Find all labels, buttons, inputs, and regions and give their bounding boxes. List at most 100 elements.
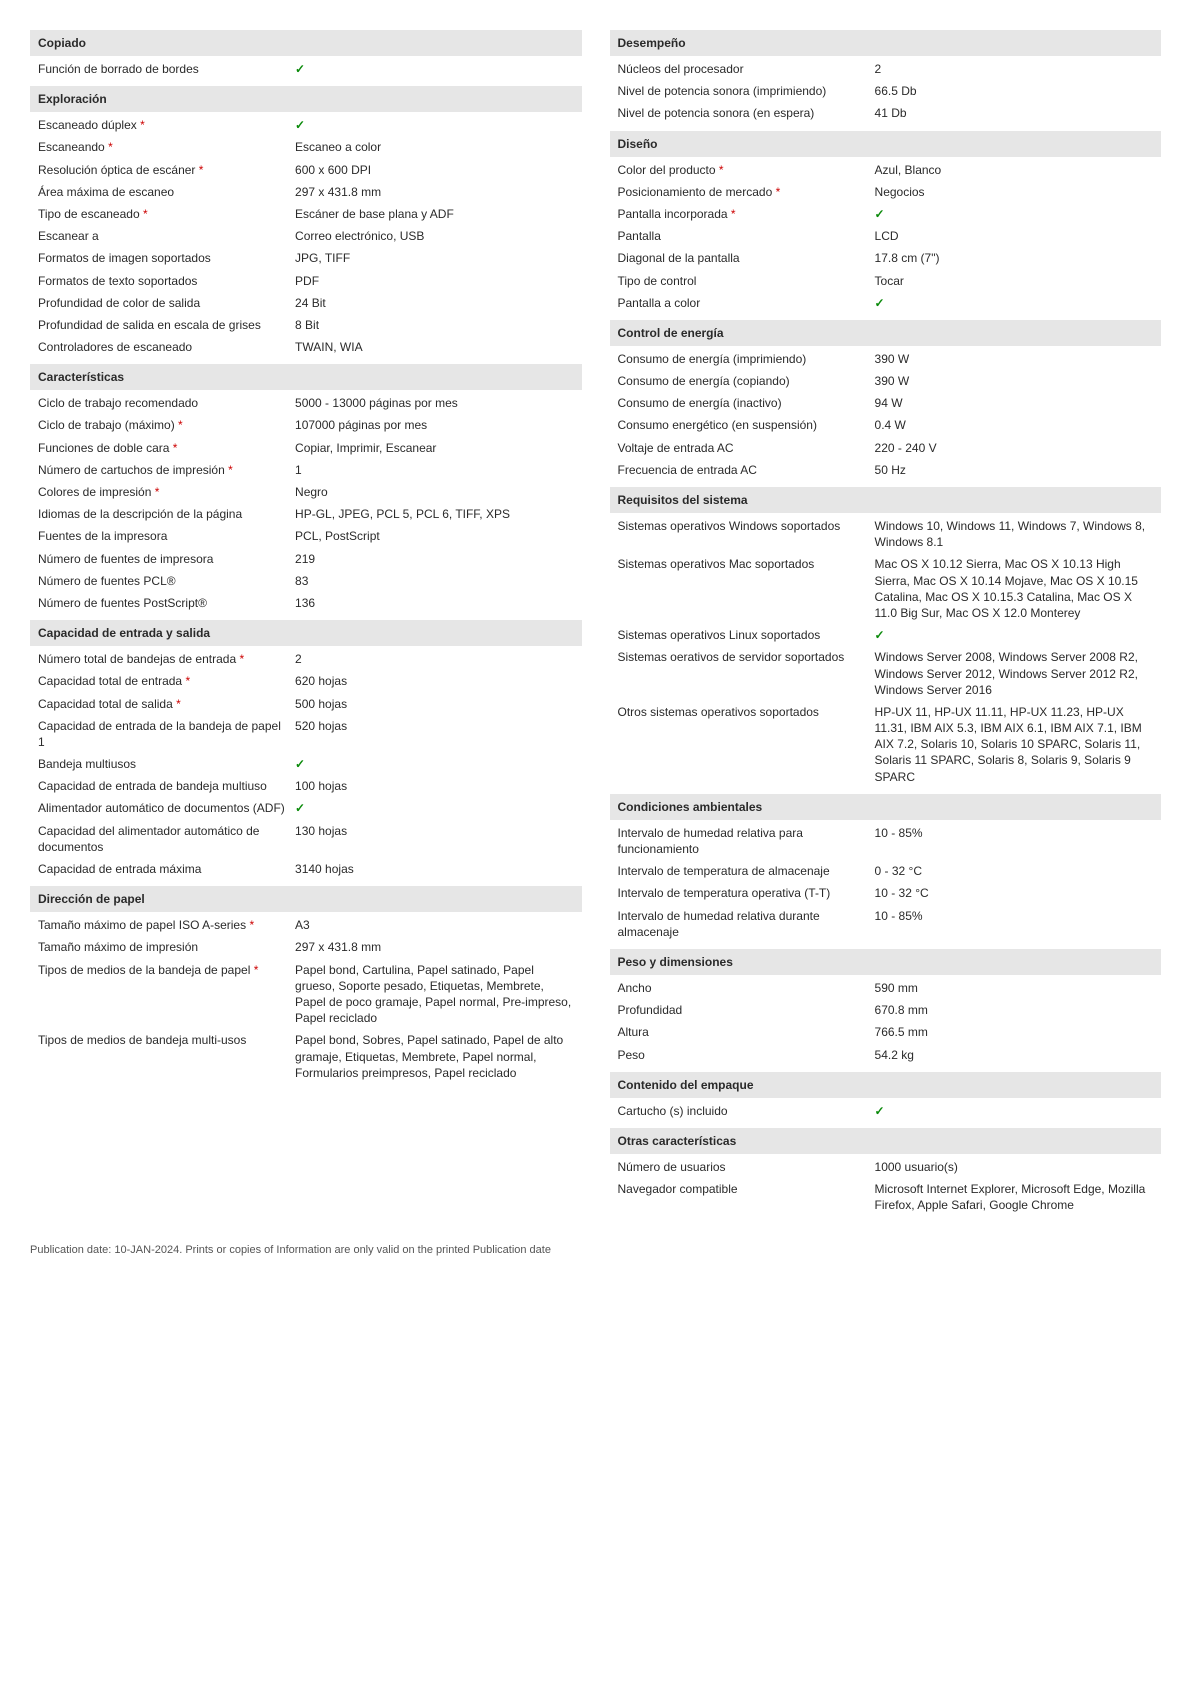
spec-label: Escaneado dúplex * xyxy=(38,117,295,133)
spec-row: Capacidad de entrada de bandeja multiuso… xyxy=(30,775,582,797)
spec-label: Otros sistemas operativos soportados xyxy=(618,704,875,785)
spec-label: Profundidad de color de salida xyxy=(38,295,295,311)
spec-label: Color del producto * xyxy=(618,162,875,178)
spec-value: 670.8 mm xyxy=(875,1002,1153,1018)
spec-row: Ancho590 mm xyxy=(610,977,1162,999)
spec-label: Capacidad de entrada de bandeja multiuso xyxy=(38,778,295,794)
spec-label: Ciclo de trabajo recomendado xyxy=(38,395,295,411)
right-column: DesempeñoNúcleos del procesador2Nivel de… xyxy=(610,24,1162,1216)
asterisk-icon: * xyxy=(250,963,258,977)
asterisk-icon: * xyxy=(772,185,780,199)
spec-label: Pantalla incorporada * xyxy=(618,206,875,222)
spec-value: Tocar xyxy=(875,273,1153,289)
spec-label: Formatos de imagen soportados xyxy=(38,250,295,266)
spec-label: Frecuencia de entrada AC xyxy=(618,462,875,478)
spec-value: 10 - 32 °C xyxy=(875,885,1153,901)
spec-label: Número de cartuchos de impresión * xyxy=(38,462,295,478)
asterisk-icon: * xyxy=(169,441,177,455)
spec-value: 136 xyxy=(295,595,573,611)
spec-value: 390 W xyxy=(875,351,1153,367)
spec-value: 297 x 431.8 mm xyxy=(295,939,573,955)
spec-value: ✓ xyxy=(875,295,1153,311)
spec-value: Mac OS X 10.12 Sierra, Mac OS X 10.13 Hi… xyxy=(875,556,1153,621)
spec-row: Capacidad de entrada máxima3140 hojas xyxy=(30,858,582,880)
spec-row: Sistemas operativos Mac soportadosMac OS… xyxy=(610,553,1162,624)
spec-value: A3 xyxy=(295,917,573,933)
spec-value: Papel bond, Cartulina, Papel satinado, P… xyxy=(295,962,573,1027)
spec-row: Función de borrado de bordes✓ xyxy=(30,58,582,80)
spec-label: Tipos de medios de la bandeja de papel * xyxy=(38,962,295,1027)
spec-row: Escaneado dúplex *✓ xyxy=(30,114,582,136)
spec-row: Profundidad670.8 mm xyxy=(610,999,1162,1021)
asterisk-icon: * xyxy=(173,697,181,711)
spec-label: Voltaje de entrada AC xyxy=(618,440,875,456)
section-header: Diseño xyxy=(610,131,1162,157)
spec-row: Escaneando *Escaneo a color xyxy=(30,136,582,158)
spec-value: 590 mm xyxy=(875,980,1153,996)
spec-label: Colores de impresión * xyxy=(38,484,295,500)
section-header: Peso y dimensiones xyxy=(610,949,1162,975)
spec-row: Capacidad total de salida *500 hojas xyxy=(30,693,582,715)
spec-label: Nivel de potencia sonora (en espera) xyxy=(618,105,875,121)
spec-label: Número total de bandejas de entrada * xyxy=(38,651,295,667)
spec-row: Posicionamiento de mercado *Negocios xyxy=(610,181,1162,203)
spec-value: 600 x 600 DPI xyxy=(295,162,573,178)
spec-label: Consumo de energía (copiando) xyxy=(618,373,875,389)
spec-row: Cartucho (s) incluido✓ xyxy=(610,1100,1162,1122)
spec-row: Número de fuentes de impresora219 xyxy=(30,548,582,570)
spec-value: 219 xyxy=(295,551,573,567)
spec-row: Capacidad total de entrada *620 hojas xyxy=(30,670,582,692)
check-icon: ✓ xyxy=(295,62,305,76)
spec-value: TWAIN, WIA xyxy=(295,339,573,355)
spec-value: Windows Server 2008, Windows Server 2008… xyxy=(875,649,1153,698)
spec-row: Fuentes de la impresoraPCL, PostScript xyxy=(30,525,582,547)
spec-value: LCD xyxy=(875,228,1153,244)
section-header: Dirección de papel xyxy=(30,886,582,912)
footer-text: Publication date: 10-JAN-2024. Prints or… xyxy=(30,1244,1161,1256)
spec-row: Tipo de escaneado *Escáner de base plana… xyxy=(30,203,582,225)
spec-label: Intervalo de temperatura operativa (T-T) xyxy=(618,885,875,901)
spec-label: Sistemas operativos Linux soportados xyxy=(618,627,875,643)
asterisk-icon: * xyxy=(236,652,244,666)
spec-label: Tamaño máximo de impresión xyxy=(38,939,295,955)
check-icon: ✓ xyxy=(875,628,885,642)
spec-row: Formatos de imagen soportadosJPG, TIFF xyxy=(30,247,582,269)
spec-label: Ciclo de trabajo (máximo) * xyxy=(38,417,295,433)
spec-row: Navegador compatibleMicrosoft Internet E… xyxy=(610,1178,1162,1216)
spec-row: Profundidad de color de salida24 Bit xyxy=(30,292,582,314)
spec-row: Controladores de escaneadoTWAIN, WIA xyxy=(30,336,582,358)
spec-row: Bandeja multiusos✓ xyxy=(30,753,582,775)
spec-label: Capacidad del alimentador automático de … xyxy=(38,823,295,855)
spec-value: PCL, PostScript xyxy=(295,528,573,544)
spec-row: Número de usuarios1000 usuario(s) xyxy=(610,1156,1162,1178)
spec-value: JPG, TIFF xyxy=(295,250,573,266)
spec-row: Pantalla a color✓ xyxy=(610,292,1162,314)
spec-value: 24 Bit xyxy=(295,295,573,311)
section-header: Exploración xyxy=(30,86,582,112)
spec-value: Azul, Blanco xyxy=(875,162,1153,178)
asterisk-icon: * xyxy=(137,118,145,132)
spec-value: 520 hojas xyxy=(295,718,573,750)
asterisk-icon: * xyxy=(175,418,183,432)
spec-label: Navegador compatible xyxy=(618,1181,875,1213)
spec-row: Tamaño máximo de papel ISO A-series *A3 xyxy=(30,914,582,936)
spec-value: 297 x 431.8 mm xyxy=(295,184,573,200)
spec-row: Altura766.5 mm xyxy=(610,1021,1162,1043)
spec-value: 107000 páginas por mes xyxy=(295,417,573,433)
spec-row: Colores de impresión *Negro xyxy=(30,481,582,503)
spec-row: Intervalo de temperatura de almacenaje0 … xyxy=(610,860,1162,882)
spec-row: Tipo de controlTocar xyxy=(610,270,1162,292)
spec-label: Tipos de medios de bandeja multi-usos xyxy=(38,1032,295,1081)
spec-row: Consumo de energía (copiando)390 W xyxy=(610,370,1162,392)
spec-row: Peso54.2 kg xyxy=(610,1044,1162,1066)
spec-value: ✓ xyxy=(295,117,573,133)
spec-label: Controladores de escaneado xyxy=(38,339,295,355)
spec-value: 3140 hojas xyxy=(295,861,573,877)
spec-label: Resolución óptica de escáner * xyxy=(38,162,295,178)
spec-label: Diagonal de la pantalla xyxy=(618,250,875,266)
spec-value: 66.5 Db xyxy=(875,83,1153,99)
spec-label: Formatos de texto soportados xyxy=(38,273,295,289)
spec-value: Papel bond, Sobres, Papel satinado, Pape… xyxy=(295,1032,573,1081)
check-icon: ✓ xyxy=(875,207,885,221)
spec-value: 2 xyxy=(875,61,1153,77)
